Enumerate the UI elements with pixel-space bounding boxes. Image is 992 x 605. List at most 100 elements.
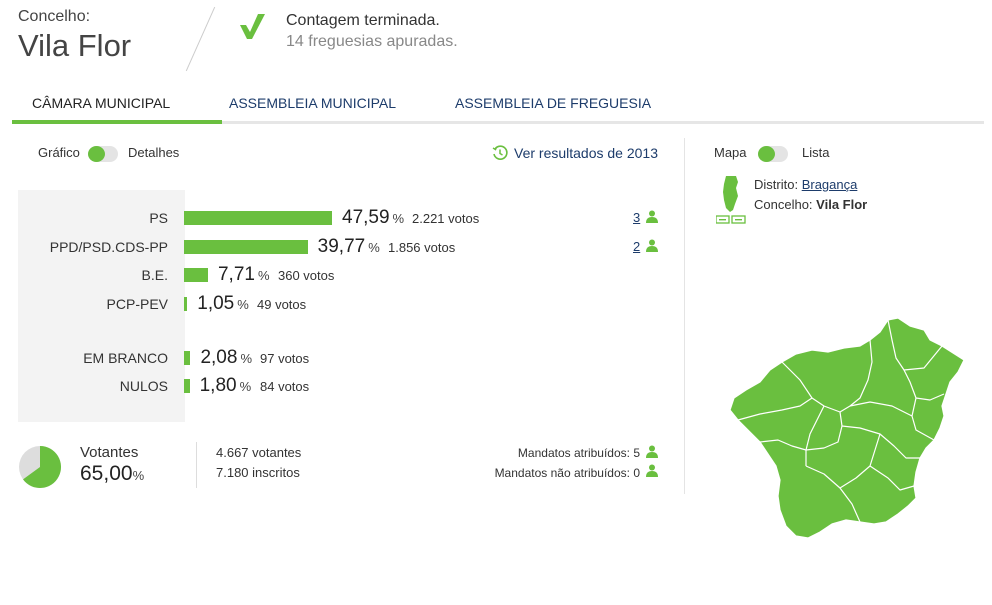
turnout-number: 65,00 — [80, 462, 133, 485]
percent-unit: % — [257, 268, 270, 283]
parish-border — [839, 433, 881, 489]
mandates-unassigned: Mandatos não atribuídos: 0 — [495, 466, 640, 480]
result-percent: 1,80% — [200, 375, 252, 398]
result-votes: 2.221 votos — [412, 211, 480, 226]
percent-value: 47,59 — [342, 207, 390, 228]
count-status-title: Contagem terminada. — [286, 12, 440, 29]
result-row: EM BRANCO 2,08% 97 votos — [0, 347, 992, 369]
concelho-info-value: Vila Flor — [816, 197, 868, 212]
map-toggle-switch[interactable] — [758, 146, 788, 162]
mandates-assigned: Mandatos atribuídos: 5 — [518, 446, 640, 460]
result-votes: 97 votos — [260, 351, 310, 366]
result-votes: 84 votos — [260, 379, 310, 394]
parish-border — [737, 397, 813, 421]
result-seats[interactable]: 3 — [633, 210, 641, 225]
turnout-value: 65,00% — [80, 462, 144, 486]
result-bar — [184, 211, 332, 225]
map-toggle: Mapa Lista — [714, 145, 844, 163]
result-bar — [184, 240, 308, 254]
view-toggle-switch[interactable] — [88, 146, 118, 162]
result-bar — [184, 379, 190, 393]
result-row: B.E. 7,71% 360 votos — [0, 264, 992, 286]
registered-count: 7.180 inscritos — [216, 465, 300, 480]
parish-border — [911, 397, 935, 441]
parish-border — [759, 439, 807, 451]
municipality-map[interactable] — [720, 310, 970, 542]
turnout-pie — [19, 446, 62, 488]
person-icon — [646, 210, 658, 223]
parish-border — [849, 339, 873, 407]
concelho-label: Concelho: — [18, 8, 91, 25]
tab-assembleia-municipal[interactable]: ASSEMBLEIA MUNICIPAL — [229, 95, 397, 111]
percent-unit: % — [237, 297, 249, 312]
person-icon — [646, 464, 658, 477]
percent-value: 7,71 — [217, 264, 255, 285]
concelho-name: Vila Flor — [18, 28, 132, 63]
count-status-subtitle: 14 freguesias apuradas. — [286, 33, 458, 50]
election-tabs: CÂMARA MUNICIPAL ASSEMBLEIA MUNICIPAL AS… — [12, 86, 984, 124]
mandates-unassigned-label: Mandatos não atribuídos: 0 — [494, 466, 640, 480]
parish-border — [849, 401, 913, 417]
result-row: PPD/PSD.CDS-PP 39,77% 1.856 votos 2 — [0, 236, 992, 258]
turnout-divider — [196, 442, 197, 488]
parish-shape — [729, 317, 965, 539]
parish-border — [805, 405, 825, 466]
result-percent: 2,08% — [200, 347, 252, 370]
district-row: Distrito: Bragança — [754, 177, 857, 192]
result-percent: 39,77% — [318, 236, 380, 259]
percent-value: 39,77 — [317, 236, 366, 257]
header-divider — [185, 6, 216, 72]
mandates-assigned-label: Mandatos atribuídos: 5 — [517, 446, 640, 460]
map-toggle-map-label: Mapa — [714, 145, 747, 160]
parish-border — [915, 393, 945, 401]
parish-border — [869, 465, 915, 491]
result-row: PCP-PEV 1,05% 49 votos — [0, 293, 992, 315]
map-toggle-list-label: Lista — [802, 145, 830, 160]
result-bar — [184, 268, 208, 282]
view-toggle-chart-label: Gráfico — [38, 145, 80, 160]
party-names-panel — [18, 190, 185, 422]
party-name: EM BRANCO — [83, 350, 168, 366]
parish-border — [903, 345, 943, 371]
person-icon — [646, 239, 658, 252]
voters-count: 4.667 votantes — [216, 445, 302, 460]
result-bar — [184, 351, 191, 365]
party-name: PS — [149, 210, 168, 226]
party-name: B.E. — [141, 267, 168, 283]
result-seats[interactable]: 2 — [633, 239, 641, 254]
tab-camara-municipal[interactable]: CÂMARA MUNICIPAL — [12, 86, 222, 124]
result-row: NULOS 1,80% 84 votos — [0, 375, 992, 397]
party-name: PCP-PEV — [106, 296, 168, 312]
parish-border — [781, 361, 851, 413]
previous-results-label: Ver resultados de 2013 — [514, 145, 658, 161]
result-votes: 49 votos — [257, 297, 307, 312]
toggle-knob — [88, 146, 105, 162]
concelho-row: Concelho: Vila Flor — [754, 197, 867, 212]
party-name: PPD/PSD.CDS-PP — [49, 239, 168, 255]
result-bar — [184, 297, 188, 311]
turnout-unit: % — [132, 468, 145, 483]
turnout-label: Votantes — [80, 444, 139, 461]
tab-assembleia-freguesia[interactable]: ASSEMBLEIA DE FREGUESIA — [455, 95, 652, 111]
percent-unit: % — [240, 351, 252, 366]
result-votes: 360 votos — [278, 268, 335, 283]
result-percent: 1,05% — [197, 293, 249, 316]
percent-unit: % — [239, 379, 252, 394]
panel-divider — [684, 138, 685, 494]
percent-unit: % — [368, 240, 380, 255]
check-icon — [240, 14, 265, 39]
percent-unit: % — [392, 211, 405, 226]
view-toggle: Gráfico Detalhes — [38, 145, 198, 163]
toggle-knob — [758, 146, 775, 162]
previous-results-link[interactable]: Ver resultados de 2013 — [492, 145, 658, 161]
portugal-mini-map-icon[interactable] — [716, 174, 746, 226]
view-toggle-details-label: Detalhes — [128, 145, 180, 160]
percent-value: 1,80 — [199, 375, 237, 396]
percent-value: 2,08 — [200, 347, 238, 368]
result-votes: 1.856 votos — [388, 240, 456, 255]
parish-border — [841, 425, 920, 459]
result-row: PS 47,59% 2.221 votos 3 — [0, 207, 992, 229]
party-name: NULOS — [119, 378, 168, 394]
concelho-info-label: Concelho: — [754, 197, 813, 212]
district-link[interactable]: Bragança — [801, 177, 858, 192]
